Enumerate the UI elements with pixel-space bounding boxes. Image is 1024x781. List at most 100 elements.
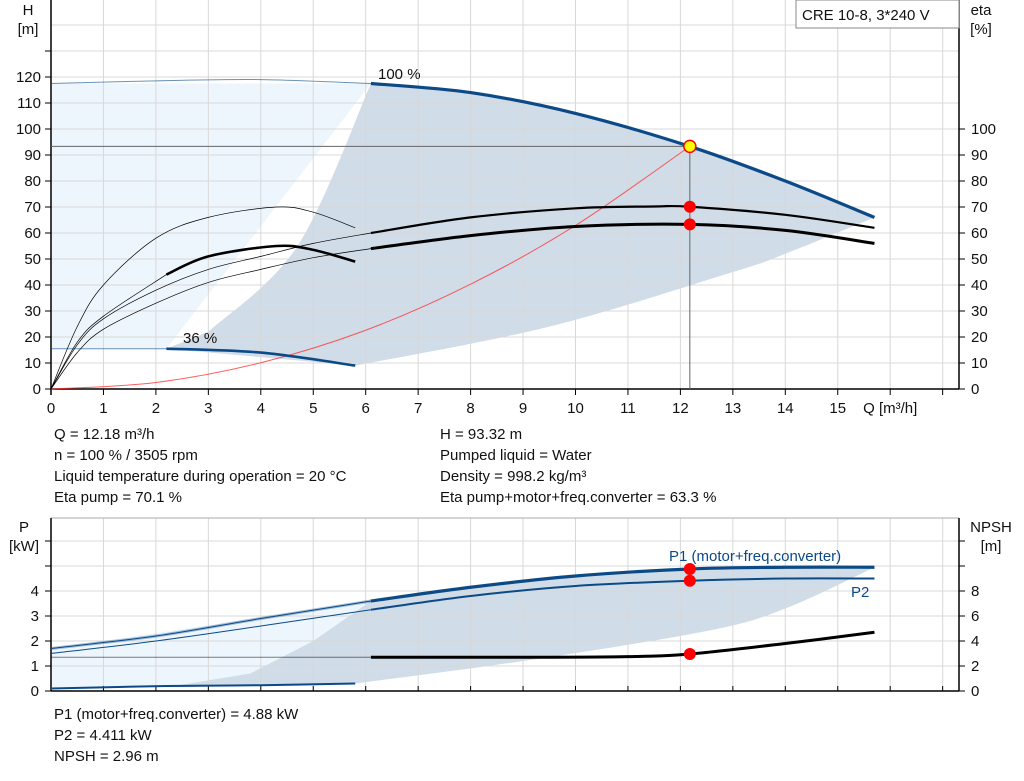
info-line: Pumped liquid = Water [440,447,592,464]
operating-point-p2 [683,574,696,587]
y-tick-label-right: 30 [971,303,988,320]
eta-total-curve-thin [50,248,371,390]
legend-box [795,0,960,29]
info-line: Q = 12.18 m³/h [54,426,155,443]
x-tick-label: 11 [620,400,636,417]
y-tick-label-right: 8 [971,583,979,600]
eta-pump-curve-thin [50,232,372,390]
y-axis-label-left: P [19,519,29,536]
curve-label-36: 36 % [183,330,217,347]
operating-point-eta-pump [683,200,696,213]
eta-pump-36-curve [50,206,356,390]
info-line: Eta pump+motor+freq.converter = 63.3 % [440,489,717,506]
x-tick-label: 15 [829,400,846,417]
y-tick-label-left: 30 [24,303,41,320]
operating-point-head [683,139,697,154]
y-tick-label-left: 2 [31,633,39,650]
light-area [51,83,371,349]
y-axis-label-right: [%] [970,21,992,38]
y-tick-label-right: 60 [971,225,988,242]
info-line: n = 100 % / 3505 rpm [54,447,198,464]
head-curve-36 [166,347,356,367]
x-tick-label: 12 [672,400,689,417]
y-axis-label-left: H [23,2,34,19]
y-tick-label-left: 90 [24,147,41,164]
x-tick-label: 4 [257,400,265,417]
x-tick-label: 9 [519,400,527,417]
y-tick-label-right: 100 [971,121,996,138]
y-tick-label-left: 1 [31,658,39,675]
info-line: Density = 998.2 kg/m³ [440,468,587,485]
x-tick-label: 3 [204,400,212,417]
y-axis-label-left: [kW] [9,538,39,555]
y-tick-label-left: 50 [24,251,41,268]
p1-curve-thin-core [50,600,372,649]
y-tick-label-right: 0 [971,683,979,700]
y-tick-label-right: 6 [971,608,979,625]
y-tick-label-left: 70 [24,199,41,216]
y-tick-label-left: 110 [17,95,41,112]
x-tick-label: 6 [362,400,370,417]
y-tick-label-left: 4 [31,583,39,600]
y-tick-label-left: 0 [33,381,41,398]
y-tick-label-left: 40 [24,277,41,294]
y-tick-label-right: 80 [971,173,988,190]
y-tick-label-right: 2 [971,658,979,675]
info-top-left: Q = 12.18 m³/h n = 100 % / 3505 rpm Liqu… [54,424,346,508]
curve-label-100: 100 % [378,66,421,83]
y-tick-label-left: 60 [24,225,41,242]
y-tick-label-left: 0 [31,683,39,700]
y-tick-label-right: 40 [971,277,988,294]
legend-title: CRE 10-8, 3*240 V [802,7,930,24]
x-axis-label: Q [m³/h] [863,400,917,417]
info-line: H = 93.32 m [440,426,523,443]
y-tick-label-right: 0 [971,381,979,398]
y-tick-label-right: 70 [971,199,988,216]
npsh-curve [370,630,875,659]
info-line: Liquid temperature during operation = 20… [54,468,347,485]
x-tick-label: 10 [567,400,584,417]
eta-total-curve [370,222,875,251]
x-tick-label: 2 [152,400,160,417]
y-tick-label-left: 100 [16,121,41,138]
y-tick-label-left: 120 [16,69,41,86]
p1-curve [370,565,875,603]
info-line: Eta pump = 70.1 % [54,489,182,506]
y-tick-label-right: 90 [971,147,988,164]
y-tick-label-right: 50 [971,251,988,268]
operating-point-p1 [683,563,696,575]
y-tick-label-left: 80 [24,173,41,190]
p1-label: P1 (motor+freq.converter) [669,548,841,565]
head-curve-100 [370,81,876,219]
p-36-curve [50,682,356,690]
y-axis-label-right: eta [971,2,993,19]
y-tick-label-right: 4 [971,633,979,650]
y-axis-label-left: [m] [18,21,39,38]
info-line: NPSH = 2.96 m [54,748,159,765]
p2-label: P2 [851,584,869,601]
x-tick-label: 0 [47,400,55,417]
x-tick-label: 14 [777,400,794,417]
y-axis-label-right: [m] [981,538,1002,555]
p2-curve [370,577,875,611]
head-curve-100-thin [50,79,371,84]
x-tick-label: 1 [99,400,107,417]
operating-area [166,83,875,366]
info-line: P2 = 4.411 kW [54,727,152,744]
eta-total-36-curve [165,244,356,276]
y-tick-label-right: 10 [971,355,988,372]
y-tick-label-left: 3 [31,608,39,625]
x-tick-label: 5 [309,400,317,417]
x-tick-label: 13 [725,400,742,417]
y-tick-label-left: 10 [24,355,41,372]
y-axis-label-right: NPSH [970,519,1012,536]
eta-pump-curve [370,204,875,235]
x-tick-label: 8 [466,400,474,417]
y-tick-label-right: 20 [971,329,988,346]
eta-total-36-curve-thin [50,274,167,390]
info-top-right: H = 93.32 m Pumped liquid = Water Densit… [440,424,716,508]
operating-point-npsh [683,648,696,660]
info-line: P1 (motor+freq.converter) = 4.88 kW [54,706,299,723]
